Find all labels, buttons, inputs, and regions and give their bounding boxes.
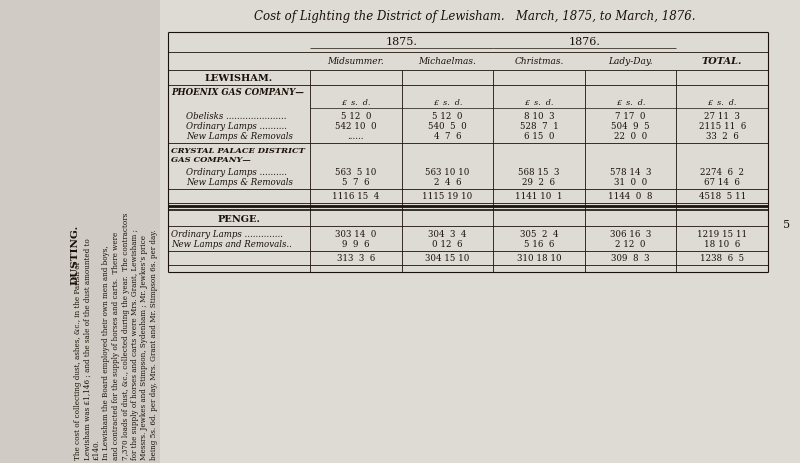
Text: 1876.: 1876. xyxy=(569,37,601,47)
Text: 29  2  6: 29 2 6 xyxy=(522,178,555,187)
Text: 542 10  0: 542 10 0 xyxy=(335,122,377,131)
Text: Ordinary Lamps ..........: Ordinary Lamps .......... xyxy=(186,122,287,131)
Text: 7 17  0: 7 17 0 xyxy=(615,112,646,121)
Text: PENGE.: PENGE. xyxy=(218,215,261,224)
Text: CRYSTAL PALACE DISTRICT: CRYSTAL PALACE DISTRICT xyxy=(171,147,305,155)
Text: 33  2  6: 33 2 6 xyxy=(706,132,738,141)
Text: 5 12  0: 5 12 0 xyxy=(432,112,462,121)
Text: 313  3  6: 313 3 6 xyxy=(337,254,375,263)
Text: Messrs. Jewkes and Stimpson, Sydenham ; Mr. Jewkes’s price: Messrs. Jewkes and Stimpson, Sydenham ; … xyxy=(141,235,149,460)
Text: being 5s. 6d. per day, Mrs. Grant and Mr. Stimpson 6s. per day.: being 5s. 6d. per day, Mrs. Grant and Mr… xyxy=(150,229,158,460)
Text: £  s.  d.: £ s. d. xyxy=(524,99,554,107)
Text: 4518  5 11: 4518 5 11 xyxy=(698,192,746,201)
Text: 7,370 loads of dust, &c., collected during the year.  The contractors: 7,370 loads of dust, &c., collected duri… xyxy=(122,213,130,460)
Text: PHOENIX GAS COMPANY—: PHOENIX GAS COMPANY— xyxy=(171,88,304,97)
Text: 31  0  0: 31 0 0 xyxy=(614,178,647,187)
Text: for the supply of horses and carts were Mrs. Grant, Lewisham ;: for the supply of horses and carts were … xyxy=(131,229,139,460)
Text: 563  5 10: 563 5 10 xyxy=(335,168,377,177)
Text: Midsummer.: Midsummer. xyxy=(327,57,384,66)
Text: 67 14  6: 67 14 6 xyxy=(704,178,740,187)
Text: 8 10  3: 8 10 3 xyxy=(524,112,554,121)
Text: 309  8  3: 309 8 3 xyxy=(611,254,650,263)
Text: 305  2  4: 305 2 4 xyxy=(520,230,558,239)
Text: New Lamps & Removals: New Lamps & Removals xyxy=(186,178,293,187)
Text: 5: 5 xyxy=(783,220,790,230)
Text: 1141 10  1: 1141 10 1 xyxy=(515,192,562,201)
Text: 5  7  6: 5 7 6 xyxy=(342,178,370,187)
Text: 4  7  6: 4 7 6 xyxy=(434,132,461,141)
Text: 1875.: 1875. xyxy=(386,37,418,47)
Text: Ordinary Lamps ..........: Ordinary Lamps .......... xyxy=(186,168,287,177)
Text: and contracted for the supply of horses and carts.  There were: and contracted for the supply of horses … xyxy=(112,232,120,460)
Text: 5 12  0: 5 12 0 xyxy=(341,112,371,121)
Text: 6 15  0: 6 15 0 xyxy=(524,132,554,141)
Text: £  s.  d.: £ s. d. xyxy=(707,99,737,107)
Text: 304 15 10: 304 15 10 xyxy=(426,254,470,263)
Text: 2  4  6: 2 4 6 xyxy=(434,178,461,187)
Text: 1116 15  4: 1116 15 4 xyxy=(332,192,379,201)
Text: Michaelmas.: Michaelmas. xyxy=(418,57,476,66)
Text: Lady-Day.: Lady-Day. xyxy=(608,57,653,66)
Text: 1144  0  8: 1144 0 8 xyxy=(608,192,653,201)
Text: Christmas.: Christmas. xyxy=(514,57,564,66)
Text: New Lamps and Removals..: New Lamps and Removals.. xyxy=(171,240,292,249)
Text: Ordinary Lamps ..............: Ordinary Lamps .............. xyxy=(171,230,283,239)
Text: 528  7  1: 528 7 1 xyxy=(520,122,558,131)
Text: GAS COMPANY—: GAS COMPANY— xyxy=(171,156,250,164)
Text: LEWISHAM.: LEWISHAM. xyxy=(205,74,273,83)
Text: 504  9  5: 504 9 5 xyxy=(611,122,650,131)
Text: 540  5  0: 540 5 0 xyxy=(428,122,466,131)
Text: 578 14  3: 578 14 3 xyxy=(610,168,651,177)
Text: £140.: £140. xyxy=(93,439,101,460)
Text: 1219 15 11: 1219 15 11 xyxy=(697,230,747,239)
Text: ......: ...... xyxy=(347,132,364,141)
Text: 2 12  0: 2 12 0 xyxy=(615,240,646,249)
Text: New Lamps & Removals: New Lamps & Removals xyxy=(186,132,293,141)
Text: TOTAL.: TOTAL. xyxy=(702,57,742,66)
Text: 9  9  6: 9 9 6 xyxy=(342,240,370,249)
Text: In Lewisham the Board employed their own men and boys,: In Lewisham the Board employed their own… xyxy=(102,245,110,460)
Text: 563 10 10: 563 10 10 xyxy=(426,168,470,177)
Text: 304  3  4: 304 3 4 xyxy=(428,230,466,239)
Text: 18 10  6: 18 10 6 xyxy=(704,240,740,249)
Text: £  s.  d.: £ s. d. xyxy=(433,99,462,107)
Text: 22  0  0: 22 0 0 xyxy=(614,132,647,141)
Text: Obelisks ......................: Obelisks ...................... xyxy=(186,112,286,121)
Text: 303 14  0: 303 14 0 xyxy=(335,230,377,239)
Text: The cost of collecting dust, ashes, &c., in the Parish of: The cost of collecting dust, ashes, &c.,… xyxy=(74,262,82,460)
Text: 1238  6  5: 1238 6 5 xyxy=(700,254,744,263)
Text: Cost of Lighting the District of Lewisham.   March, 1875, to March, 1876.: Cost of Lighting the District of Lewisha… xyxy=(254,10,696,23)
Text: 2274  6  2: 2274 6 2 xyxy=(700,168,744,177)
Text: 0 12  6: 0 12 6 xyxy=(432,240,462,249)
Text: 27 11  3: 27 11 3 xyxy=(704,112,740,121)
Text: DUSTING.: DUSTING. xyxy=(70,225,79,285)
Text: 1115 19 10: 1115 19 10 xyxy=(422,192,473,201)
Text: 306 16  3: 306 16 3 xyxy=(610,230,651,239)
Text: £  s.  d.: £ s. d. xyxy=(616,99,646,107)
Text: 5 16  6: 5 16 6 xyxy=(524,240,554,249)
Text: 310 18 10: 310 18 10 xyxy=(517,254,562,263)
Text: £  s.  d.: £ s. d. xyxy=(341,99,370,107)
Text: Lewisham was £1,146 ; and the sale of the dust amounted to: Lewisham was £1,146 ; and the sale of th… xyxy=(83,238,91,460)
Text: 568 15  3: 568 15 3 xyxy=(518,168,560,177)
Text: 2115 11  6: 2115 11 6 xyxy=(698,122,746,131)
Bar xyxy=(0,0,160,463)
